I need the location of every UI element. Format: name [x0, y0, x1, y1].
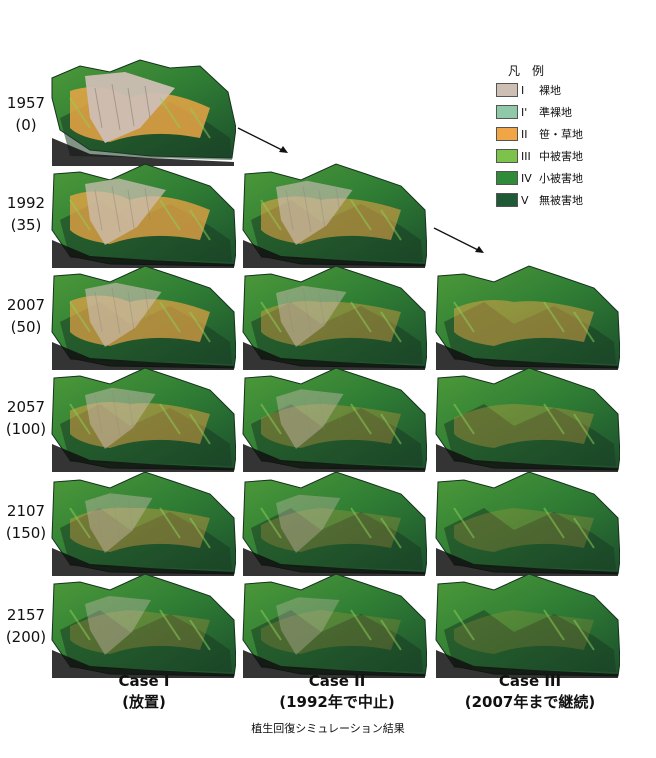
year-label-2107: 2107 (150) [2, 500, 50, 544]
terrain-map-panel [434, 262, 620, 370]
legend-title: 凡 例 [507, 64, 544, 78]
terrain-map-panel [50, 364, 236, 472]
elapsed-years: (0) [15, 116, 37, 134]
elapsed-years: (50) [10, 318, 42, 336]
legend-class: V [521, 193, 529, 207]
case-subtitle: (2007年まで継続) [464, 693, 596, 711]
year-text: 2157 [6, 606, 46, 624]
legend-swatch [496, 149, 518, 163]
terrain-map-panel [434, 570, 620, 678]
terrain-map-panel [434, 364, 620, 472]
legend-label: 中被害地 [539, 150, 583, 163]
year-text: 2007 [6, 296, 46, 314]
figure-caption: 植生回復シミュレーション結果 [251, 722, 405, 735]
legend-swatch [496, 105, 518, 119]
year-label-1992: 1992 (35) [2, 192, 50, 236]
terrain-map-panel [241, 468, 427, 576]
legend-swatch [496, 127, 518, 141]
terrain-map-panel [50, 570, 236, 678]
year-label-1957: 1957 (0) [2, 92, 50, 136]
legend-label: 笹・草地 [539, 128, 583, 141]
legend-class: I' [521, 105, 528, 119]
legend-label: 裸地 [539, 84, 561, 97]
terrain-map-panel [50, 160, 236, 268]
elapsed-years: (100) [5, 420, 47, 438]
legend-swatch [496, 193, 518, 207]
terrain-map-panel [241, 570, 427, 678]
terrain-map-panel [241, 364, 427, 472]
case-label-2: Case II (1992年で中止) [237, 671, 437, 713]
case-title: Case III [498, 672, 562, 690]
terrain-map-panel [434, 468, 620, 576]
year-text: 2057 [6, 398, 46, 416]
year-text: 1992 [6, 194, 46, 212]
arrow-icon [237, 127, 288, 153]
legend-item: I 裸地 [496, 79, 616, 101]
legend-label: 小被害地 [539, 172, 583, 185]
elapsed-years: (200) [5, 628, 47, 646]
legend-class: I [521, 83, 525, 97]
case-subtitle: (放置) [122, 693, 166, 711]
legend-item: V 無被害地 [496, 189, 616, 211]
year-text: 1957 [6, 94, 46, 112]
legend-item: II 笹・草地 [496, 123, 616, 145]
year-label-2057: 2057 (100) [2, 396, 50, 440]
year-text: 2107 [6, 502, 46, 520]
legend: 凡 例 I 裸地 I' 準裸地 II 笹・草地 III 中被害地 IV 小被害地 V 無被害地 [496, 62, 616, 211]
terrain-map-panel [50, 58, 236, 166]
legend-swatch [496, 83, 518, 97]
legend-class: IV [521, 171, 532, 185]
year-label-2007: 2007 (50) [2, 294, 50, 338]
case-title: Case I [118, 672, 170, 690]
legend-class: II [521, 127, 528, 141]
year-label-2157: 2157 (200) [2, 604, 50, 648]
terrain-map-panel [50, 262, 236, 370]
case-label-1: Case I (放置) [44, 671, 244, 713]
legend-item: I' 準裸地 [496, 101, 616, 123]
case-subtitle: (1992年で中止) [279, 693, 395, 711]
legend-item: III 中被害地 [496, 145, 616, 167]
arrow-icon [433, 227, 484, 253]
terrain-map-panel [50, 468, 236, 576]
terrain-map-panel [241, 160, 427, 268]
case-label-3: Case III (2007年まで継続) [430, 671, 630, 713]
legend-swatch [496, 171, 518, 185]
legend-label: 無被害地 [539, 194, 583, 207]
terrain-map-panel [241, 262, 427, 370]
case-title: Case II [308, 672, 366, 690]
elapsed-years: (150) [5, 524, 47, 542]
legend-item: IV 小被害地 [496, 167, 616, 189]
legend-class: III [521, 149, 531, 163]
legend-label: 準裸地 [539, 106, 572, 119]
elapsed-years: (35) [10, 216, 42, 234]
